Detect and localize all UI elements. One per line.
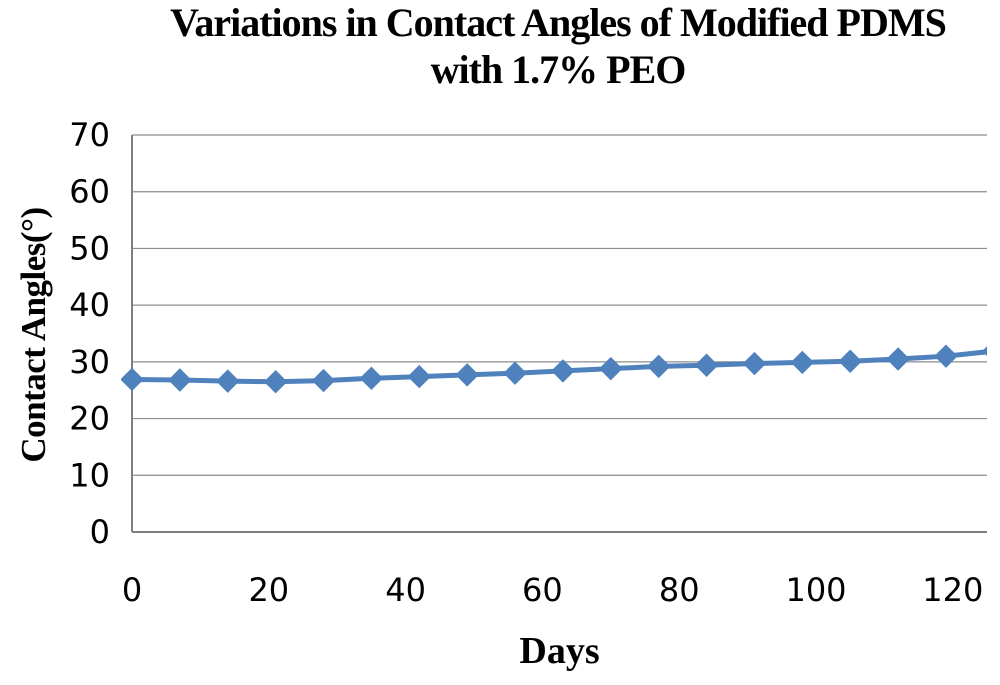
data-point-marker: [359, 366, 384, 391]
data-point-marker: [503, 361, 527, 385]
data-point-marker: [121, 367, 144, 392]
data-point-marker: [599, 356, 623, 381]
x-tick-label-100: 100: [785, 571, 846, 609]
y-tick-label-60: 60: [69, 173, 110, 211]
data-point-marker: [934, 344, 958, 368]
data-point-marker: [694, 353, 719, 377]
data-point-marker: [455, 363, 479, 387]
data-point-marker: [263, 369, 288, 394]
x-tick-label-40: 40: [385, 571, 426, 609]
y-tick-label-20: 20: [69, 400, 110, 438]
x-tick-label-20: 20: [248, 571, 289, 609]
x-axis-title: Days: [519, 630, 600, 672]
chart-title-line1: Variations in Contact Angles of Modified…: [170, 0, 947, 45]
data-point-marker: [216, 369, 240, 393]
x-tick-label-60: 60: [522, 571, 563, 609]
x-tick-label-120: 120: [922, 571, 983, 609]
y-tick-label-50: 50: [69, 229, 110, 267]
y-tick-label-10: 10: [69, 456, 110, 494]
y-tick-label-40: 40: [69, 286, 110, 324]
data-point-marker: [168, 368, 192, 392]
series-group: [121, 344, 987, 394]
x-tick-label-0: 0: [122, 571, 142, 609]
data-point-marker: [886, 347, 910, 371]
data-point-marker: [982, 346, 987, 356]
data-point-marker: [311, 368, 336, 393]
chart-title-line2: with 1.7% PEO: [430, 46, 687, 92]
data-point-marker: [838, 349, 862, 373]
y-tick-label-0: 0: [90, 513, 110, 551]
data-point-marker: [646, 354, 671, 379]
y-tick-label-70: 70: [69, 116, 110, 154]
x-tick-label-80: 80: [659, 571, 700, 609]
data-point-marker: [407, 364, 431, 389]
data-point-marker: [790, 350, 815, 375]
data-point-marker: [742, 351, 767, 376]
chart-title: Variations in Contact Angles of Modified…: [118, 0, 998, 94]
data-point-marker: [551, 359, 575, 383]
y-tick-label-30: 30: [69, 343, 110, 381]
